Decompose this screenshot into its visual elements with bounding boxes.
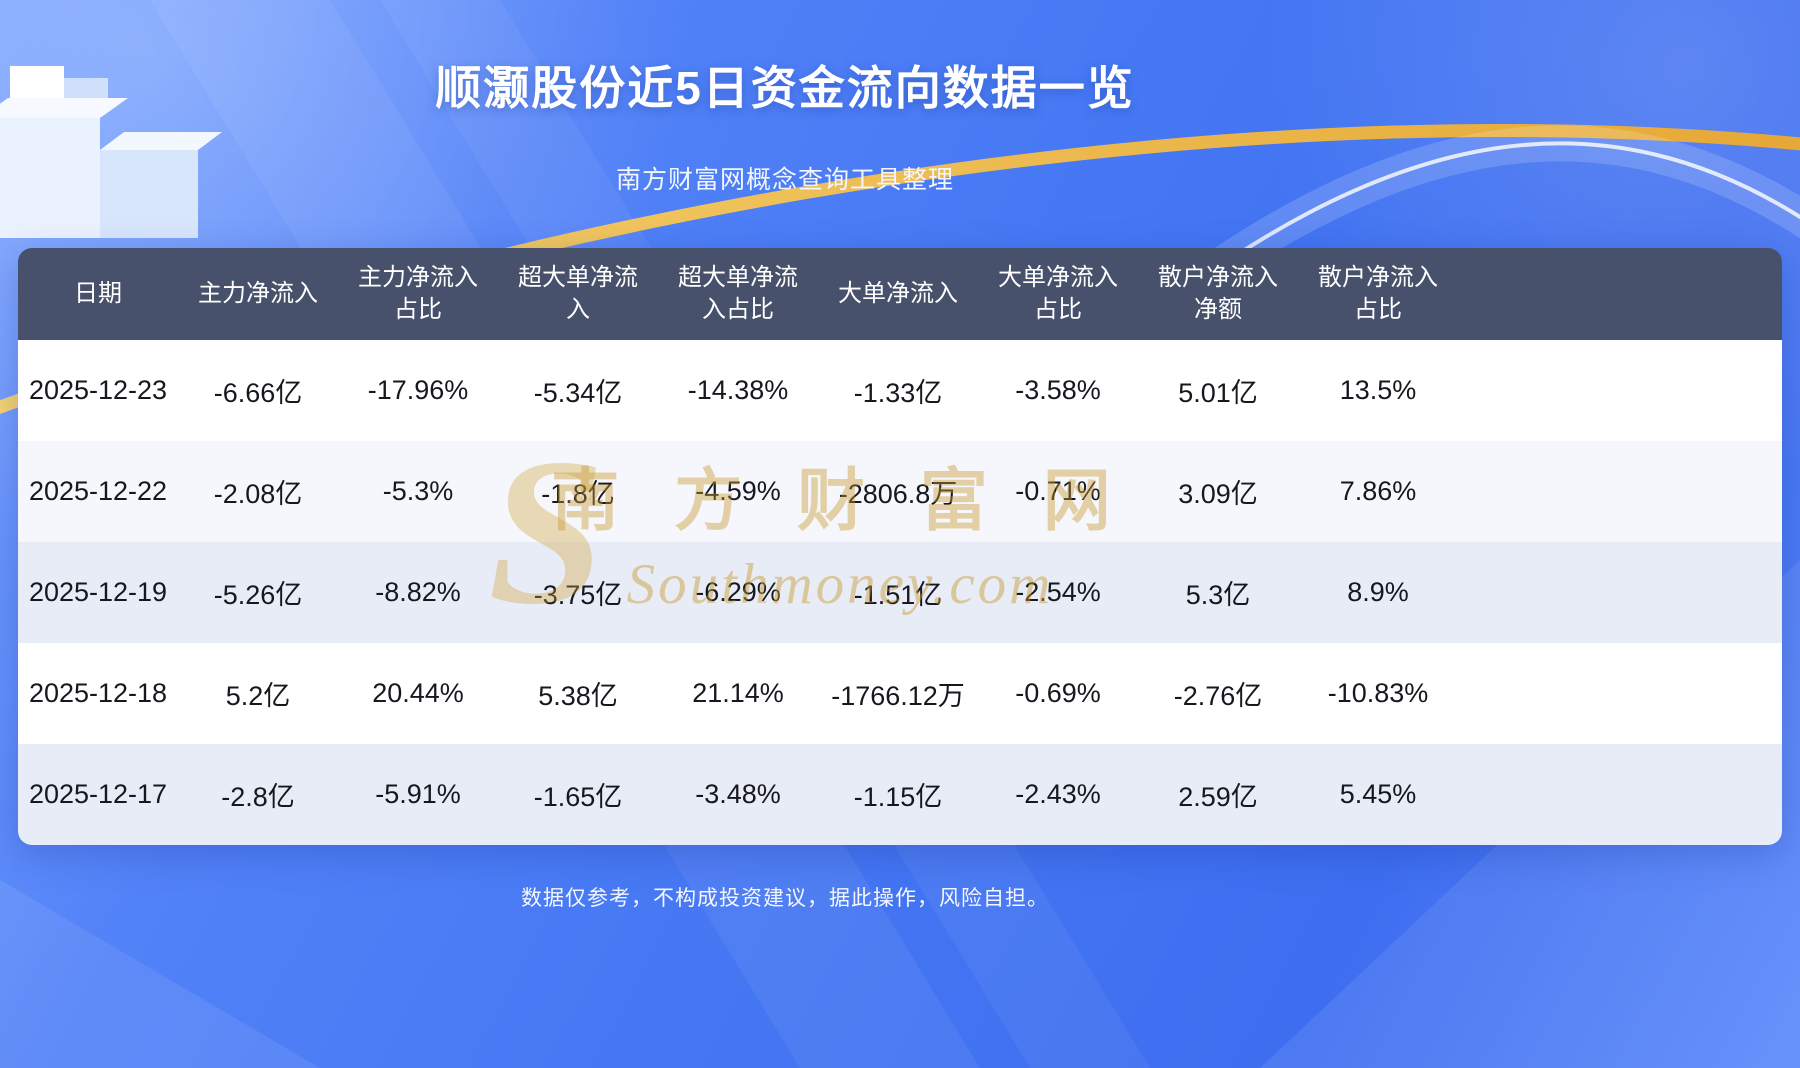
table-cell: -3.58% [1015, 375, 1101, 405]
table-cell-date: 2025-12-22 [28, 476, 168, 506]
table-cell: -1.8亿 [541, 479, 615, 509]
table-cell: -5.34亿 [533, 378, 623, 408]
table-cell: 5.01亿 [1178, 378, 1258, 408]
table-cell: -2.54% [1015, 577, 1101, 607]
table-cell-date: 2025-12-23 [28, 375, 168, 405]
table-cell: 3.09亿 [1178, 479, 1258, 509]
table-cell: 13.5% [1339, 375, 1417, 405]
table-cell: -6.66亿 [213, 378, 303, 408]
fund-flow-table: 日期 主力净流入 主力净流入占比 超大单净流入 超大单净流入占比 大单净流入 大… [18, 248, 1782, 845]
table-cell: 5.2亿 [225, 681, 291, 711]
table-cell: -5.3% [382, 476, 454, 506]
table-cell: -8.82% [375, 577, 461, 607]
table-row: 2025-12-19 -5.26亿 -8.82% -3.75亿 -6.29% -… [18, 542, 1782, 643]
table-cell: 7.86% [1339, 476, 1417, 506]
table-cell: -1766.12万 [831, 681, 965, 711]
table-cell: -1.65亿 [533, 782, 623, 812]
page-title: 顺灏股份近5日资金流向数据一览 [435, 62, 1135, 114]
disclaimer-text: 数据仅参考，不构成投资建议，据此操作，风险自担。 [521, 887, 1049, 910]
table-cell: 21.14% [692, 678, 784, 708]
table-cell: -3.48% [695, 779, 781, 809]
page-subtitle: 南方财富网概念查询工具整理 [615, 166, 954, 194]
table-row: 2025-12-18 5.2亿 20.44% 5.38亿 21.14% -176… [18, 643, 1782, 744]
table-cell: -2.8亿 [221, 782, 295, 812]
table-cell: 5.45% [1339, 779, 1417, 809]
table-cell: -1.33亿 [853, 378, 943, 408]
header-cell: 主力净流入 [198, 280, 318, 308]
table-cell: -2.08亿 [213, 479, 303, 509]
table-row: 2025-12-23 -6.66亿 -17.96% -5.34亿 -14.38%… [18, 340, 1782, 441]
table-cell: -14.38% [687, 375, 789, 405]
header-cell: 超大单净流入占比 [678, 264, 798, 323]
table-cell: -1.51亿 [853, 580, 943, 610]
table-cell: -1.15亿 [853, 782, 943, 812]
podium-illustration [0, 66, 222, 238]
table-cell: -0.69% [1015, 678, 1101, 708]
table-cell: -10.83% [1327, 678, 1429, 708]
table-cell: -5.91% [375, 779, 461, 809]
table-cell: 5.38亿 [538, 681, 618, 711]
table-cell: -2.76亿 [1173, 681, 1263, 711]
table-cell: -5.26亿 [213, 580, 303, 610]
table-cell: 8.9% [1347, 577, 1409, 607]
header-cell: 大单净流入占比 [998, 264, 1118, 323]
table-row: 2025-12-22 -2.08亿 -5.3% -1.8亿 -4.59% -28… [18, 441, 1782, 542]
header-cell: 主力净流入占比 [358, 264, 478, 323]
table-cell: 2.59亿 [1178, 782, 1258, 812]
header-cell-date: 日期 [74, 280, 122, 308]
table-cell: -2.43% [1015, 779, 1101, 809]
table-cell-date: 2025-12-18 [28, 678, 168, 708]
table-cell-date: 2025-12-17 [28, 779, 168, 809]
header-cell: 散户净流入占比 [1318, 264, 1438, 323]
table-header-row: 日期 主力净流入 主力净流入占比 超大单净流入 超大单净流入占比 大单净流入 大… [18, 248, 1782, 340]
header-cell: 超大单净流入 [518, 264, 638, 323]
table-cell: -6.29% [695, 577, 781, 607]
table-cell: -0.71% [1015, 476, 1101, 506]
header-cell: 散户净流入净额 [1158, 264, 1278, 323]
table-cell: -3.75亿 [533, 580, 623, 610]
header-block: 顺灏股份近5日资金流向数据一览 南方财富网概念查询工具整理 [0, 52, 1570, 196]
table-row: 2025-12-17 -2.8亿 -5.91% -1.65亿 -3.48% -1… [18, 744, 1782, 845]
table-cell: -2806.8万 [838, 479, 958, 509]
light-sweep-bottom-left [0, 880, 320, 1068]
table-cell: -17.96% [367, 375, 469, 405]
header-cell: 大单净流入 [838, 280, 958, 308]
table-cell-date: 2025-12-19 [28, 577, 168, 607]
table-cell: 5.3亿 [1185, 580, 1251, 610]
table-cell: 20.44% [372, 678, 464, 708]
table-cell: -4.59% [695, 476, 781, 506]
